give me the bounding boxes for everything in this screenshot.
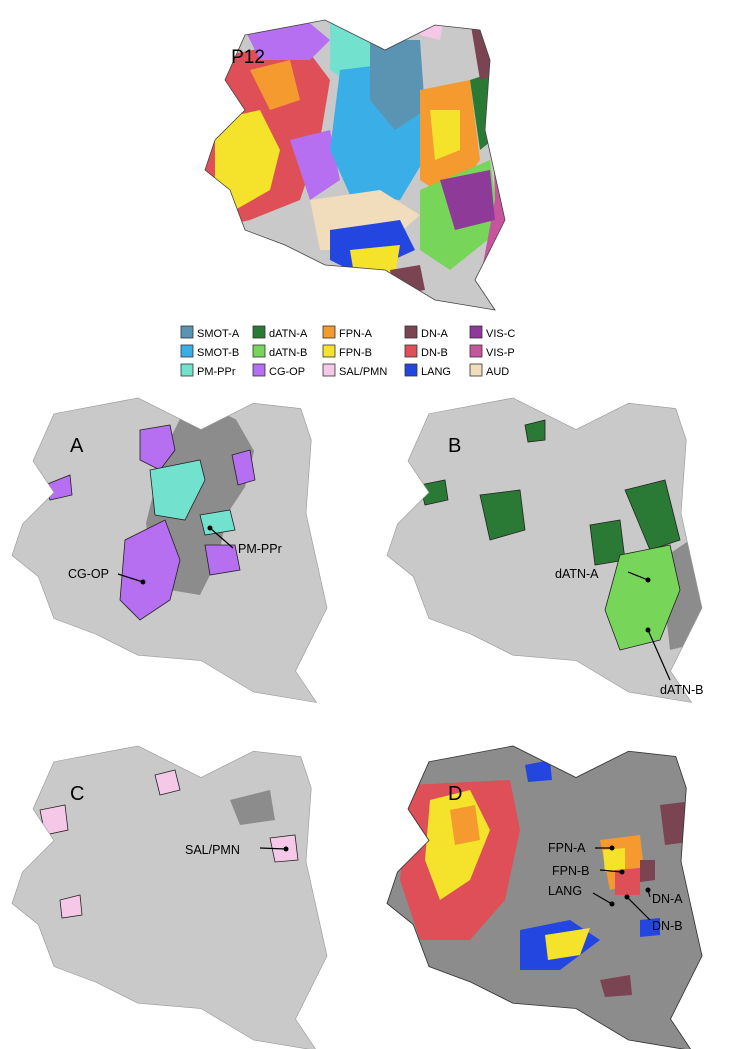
panel-c: C SAL/PMN xyxy=(11,745,328,1049)
legend-label: FPN-B xyxy=(339,347,372,359)
callout-pm-ppr: PM-PPr xyxy=(238,542,282,556)
legend-label: DN-B xyxy=(421,347,448,359)
callout-datn-a: dATN-A xyxy=(555,567,599,581)
region-fpn-b-3 xyxy=(430,110,460,160)
legend-label: DN-A xyxy=(421,328,449,340)
legend-swatch xyxy=(322,363,336,377)
callout-line-pm-ppr xyxy=(209,527,234,549)
network-legend: SMOT-A dATN-A FPN-A DN-A VIS-C SMOT-B dATN-B FP… xyxy=(180,325,515,378)
region-datn-a-2 xyxy=(479,489,526,541)
region-pm-ppr-2 xyxy=(199,509,236,536)
region-sal-4 xyxy=(59,894,83,919)
legend-label: SAL/PMN xyxy=(339,366,387,378)
panel-a: A PM-PPr CG-OP xyxy=(11,397,328,704)
panel-label-a: A xyxy=(70,435,84,457)
region-fpn-a xyxy=(450,805,480,845)
legend-label: AUD xyxy=(486,366,509,378)
callout-dn-a: DN-A xyxy=(652,892,683,906)
panel-label-d: D xyxy=(448,783,462,805)
legend-swatch xyxy=(404,325,418,339)
legend-label: LANG xyxy=(421,366,451,378)
region-cg-op xyxy=(139,424,176,471)
participant-label: P12 xyxy=(231,47,265,68)
legend-label: CG-OP xyxy=(269,366,305,378)
legend-label: dATN-A xyxy=(269,328,308,340)
region-smot-a xyxy=(370,40,425,130)
region-cg-op-2 xyxy=(119,519,181,621)
callout-fpn-b: FPN-B xyxy=(552,864,590,878)
legend-swatch xyxy=(180,325,194,339)
legend-label: dATN-B xyxy=(269,347,307,359)
region-vis-c xyxy=(440,170,495,230)
callout-line-lang xyxy=(592,892,613,905)
region-dn-a xyxy=(640,860,655,882)
legend-label: VIS-C xyxy=(486,328,515,340)
region-gray xyxy=(230,790,275,825)
legend-swatch xyxy=(252,363,266,377)
region-cg-op-3 xyxy=(204,544,241,576)
region-lang-3 xyxy=(525,760,552,782)
region-datn-a-3 xyxy=(524,419,546,443)
legend-label: VIS-P xyxy=(486,347,515,359)
region-lang-2 xyxy=(330,220,415,275)
legend-label: SMOT-B xyxy=(197,347,239,359)
callout-sal-pmn: SAL/PMN xyxy=(185,843,240,857)
region-lang-2 xyxy=(640,918,660,937)
region-cg-op-2 xyxy=(290,130,340,200)
region-dn-a-3 xyxy=(600,975,632,997)
region-cg-op-4 xyxy=(231,449,256,486)
callout-fpn-a: FPN-A xyxy=(548,841,586,855)
legend-label: PM-PPr xyxy=(197,366,236,378)
callout-line-cg-op xyxy=(117,573,144,583)
legend-label: SMOT-A xyxy=(197,328,240,340)
legend-swatch xyxy=(469,344,483,358)
region-datn-a-5 xyxy=(624,479,681,551)
panel-label-c: C xyxy=(70,783,84,805)
legend-label: FPN-A xyxy=(339,328,373,340)
legend-swatch xyxy=(404,363,418,377)
region-fpn-b-3 xyxy=(603,848,625,872)
region-dn-b-2 xyxy=(615,868,640,895)
legend-swatch xyxy=(252,344,266,358)
callout-line-datn-b xyxy=(647,629,671,681)
legend-swatch xyxy=(404,344,418,358)
legend-swatch xyxy=(322,344,336,358)
region-fpn-b xyxy=(215,110,280,210)
panel-label-b: B xyxy=(448,435,461,457)
callout-line-dn-b xyxy=(626,896,651,921)
legend-swatch xyxy=(322,325,336,339)
legend-swatch xyxy=(180,344,194,358)
region-sal-2 xyxy=(39,804,69,836)
panel-b: B dATN-A dATN-B xyxy=(386,397,704,704)
region-datn-b xyxy=(604,544,681,651)
callout-cg-op: CG-OP xyxy=(68,567,109,581)
callout-line-sal xyxy=(259,847,287,850)
callout-lang: LANG xyxy=(548,884,582,898)
callout-datn-b: dATN-B xyxy=(660,683,704,697)
legend-swatch xyxy=(180,363,194,377)
callout-line-datn-a xyxy=(627,571,649,581)
legend-swatch xyxy=(252,325,266,339)
top-flatmap: P12 xyxy=(204,19,506,311)
region-pm-ppr xyxy=(149,459,206,521)
panel-d: D FPN-A FPN-B LANG DN-A DN-B xyxy=(386,745,703,1049)
region-fpn-b-2 xyxy=(545,928,590,960)
region-sal xyxy=(154,769,181,796)
callout-line-fpn-b xyxy=(599,869,623,873)
legend-swatch xyxy=(469,325,483,339)
callout-dn-b: DN-B xyxy=(652,919,683,933)
region-fpn-a xyxy=(250,60,300,110)
legend-swatch xyxy=(469,363,483,377)
